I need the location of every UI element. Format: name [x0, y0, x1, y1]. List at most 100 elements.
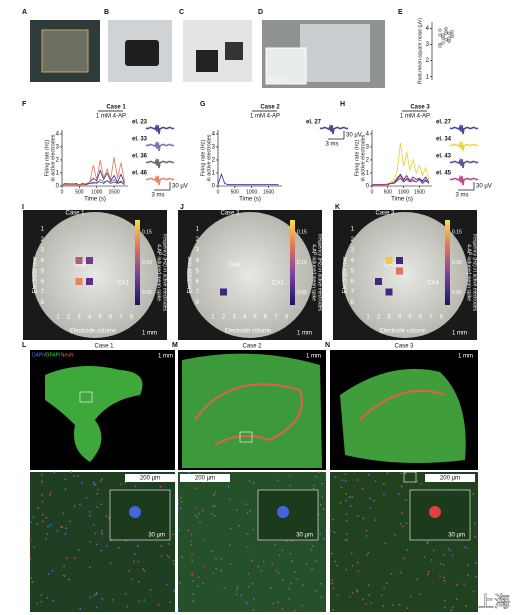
cell-dot: [251, 582, 254, 585]
x-tick-label: 8: [285, 315, 289, 321]
cell-dot: [251, 559, 254, 562]
x-axis-label: Electrode column: [225, 329, 271, 335]
case-title: Case 2: [260, 105, 280, 111]
cell-dot: [430, 559, 433, 561]
cell-dot: [30, 521, 32, 524]
cell-dot: [214, 514, 216, 517]
colorbar-tick-label: 0.15: [142, 229, 152, 235]
x-axis-label: Electrode column: [380, 329, 426, 335]
cell-dot: [367, 594, 370, 597]
zoom-box: [403, 471, 417, 483]
panel-label: L: [22, 342, 27, 349]
cell-dot: [249, 510, 252, 513]
slice: [32, 212, 158, 338]
x-tick-label: 500: [231, 189, 240, 195]
cell-dot: [41, 480, 43, 483]
cell-dot: [346, 533, 348, 535]
cell-dot: [439, 575, 441, 577]
cell-dot: [246, 603, 249, 605]
point: [444, 31, 448, 35]
cell-dot: [64, 533, 67, 535]
cell-dot: [372, 499, 375, 502]
cell-dot: [101, 529, 103, 532]
y-tick-label: 6: [196, 279, 200, 285]
point: [447, 36, 451, 40]
cell-dot: [56, 529, 59, 532]
series-line: [217, 173, 279, 186]
cell-dot: [190, 540, 193, 543]
cell-dot: [329, 529, 332, 532]
cell-dot: [53, 471, 56, 474]
x-tick-label: 8: [130, 315, 134, 321]
y-tick-label: 0: [366, 184, 370, 190]
cell-dot: [89, 596, 92, 599]
cell-dot: [366, 554, 369, 556]
cell-dot: [197, 512, 200, 515]
cell-dot: [40, 600, 43, 603]
cell-dot: [310, 548, 313, 551]
cell-dot: [101, 533, 103, 535]
cell-dot: [190, 533, 193, 536]
cell-dot: [385, 582, 388, 585]
cell-dot: [46, 533, 49, 536]
panel-label: I: [22, 204, 24, 211]
region-label: CA3: [74, 263, 86, 269]
cell-dot: [228, 544, 231, 546]
cell-dot: [281, 579, 284, 581]
cell-dot: [196, 585, 199, 588]
panel-label: N: [325, 342, 330, 349]
y-axis-label: Firing rate (Hz): [44, 139, 50, 176]
cell-dot: [451, 554, 454, 557]
y-tick-label: 5: [41, 269, 45, 275]
cell-dot: [94, 532, 97, 535]
drug-label: 1 mM 4-AP: [400, 114, 430, 120]
y-axis-label: Firing rate (Hz): [354, 139, 360, 176]
point: [438, 44, 442, 48]
electrode-cell: [396, 267, 403, 275]
cell-dot: [29, 557, 32, 560]
waveform: [449, 174, 479, 186]
y-tick-label: 6: [351, 279, 355, 285]
scale-box: [180, 474, 230, 482]
cell-dot: [31, 581, 34, 583]
cell-dot: [44, 538, 47, 540]
cell-dot: [448, 549, 451, 552]
scale-label: 30 µm: [296, 533, 313, 539]
cell-dot: [312, 487, 315, 490]
cell-dot: [332, 609, 334, 611]
colorbar-tick-label: 0.10: [297, 260, 307, 266]
electrode-cell: [75, 257, 83, 264]
cell-dot: [345, 499, 348, 502]
cell-dot: [142, 568, 145, 570]
cell-dot: [350, 505, 353, 507]
y-tick-label: 8: [196, 300, 200, 306]
cell-dot: [64, 488, 67, 490]
cell-dot: [346, 539, 348, 542]
cell-dot: [160, 554, 163, 557]
colorbar-label: frequency (Hz) in active electrodes: [317, 234, 323, 311]
cell-dot: [100, 503, 103, 506]
region-label: CA1: [117, 281, 129, 287]
y-tick-label: 3: [212, 145, 216, 151]
cell-dot: [69, 520, 71, 523]
cell-dot: [419, 593, 422, 596]
x-tick-label: 1000: [398, 189, 409, 195]
electrode-cell: [220, 288, 227, 296]
cell-dot: [334, 476, 337, 478]
cell-dot: [89, 540, 92, 543]
cell-dot: [383, 482, 385, 485]
point: [444, 38, 448, 42]
cell-dot: [465, 605, 468, 607]
cell-dot: [320, 596, 323, 598]
cell-dot: [260, 569, 263, 572]
cell-dot: [341, 479, 344, 482]
cell-dot: [351, 564, 354, 567]
point: [438, 28, 442, 32]
cell-dot: [195, 487, 198, 490]
cell-dot: [199, 521, 201, 524]
cell-dot: [355, 589, 358, 592]
cell-dot: [191, 573, 194, 576]
cell-dot: [320, 582, 322, 585]
cell-dot: [172, 533, 174, 536]
scale-label: 200 µm: [140, 476, 160, 482]
